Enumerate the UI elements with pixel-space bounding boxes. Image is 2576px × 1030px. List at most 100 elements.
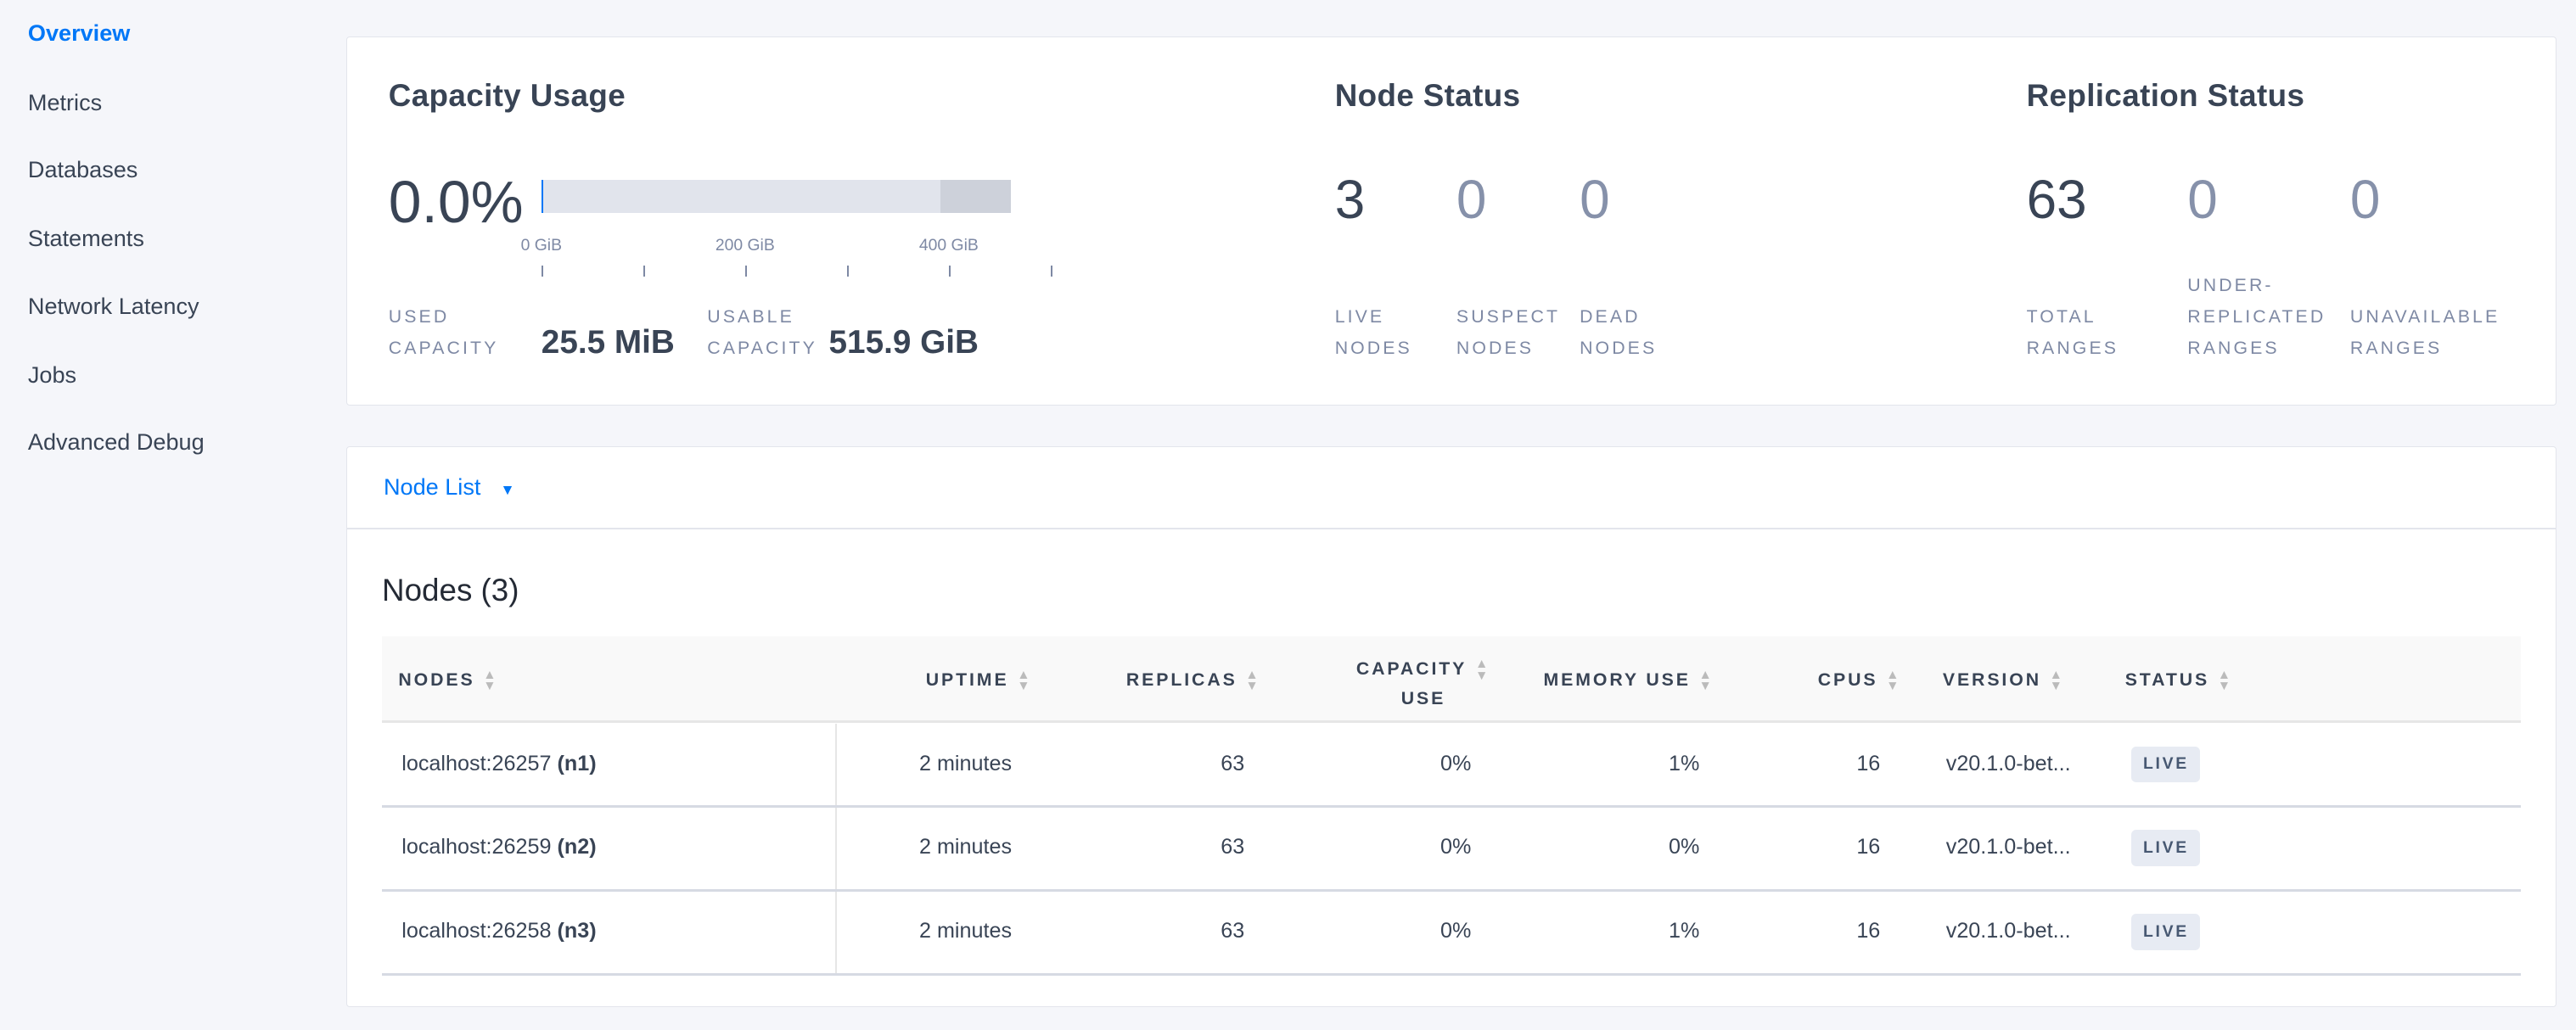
status-badge: LIVE: [2131, 914, 2201, 950]
sidebar-item-network-latency[interactable]: Network Latency: [27, 292, 199, 319]
sort-icon: ▲ ▼: [1474, 657, 1491, 683]
label-line: CAPACITY: [707, 337, 817, 358]
node-status-title: Node Status: [1334, 77, 1521, 113]
uptime-cell: 2 minutes: [918, 835, 1013, 859]
node-list-dropdown[interactable]: Node List ▼: [384, 473, 515, 501]
node-address-cell[interactable]: localhost:26257 (n1): [401, 752, 596, 776]
used-capacity-label: USED CAPACITY: [389, 301, 499, 364]
node-id: (n1): [557, 751, 597, 775]
memory-use-cell: 1%: [1669, 918, 1700, 943]
col-status[interactable]: Status ▲ ▼: [2124, 669, 2233, 693]
node-id: (n2): [557, 835, 597, 859]
node-list-card: Node List ▼ Nodes (3) Nodes ▲ ▼ Uptime ▲ ▼ R…: [346, 446, 2556, 1007]
col-uptime[interactable]: Uptime ▲ ▼: [925, 667, 1033, 694]
uptime-cell: 2 minutes: [918, 751, 1013, 775]
live-nodes-count: 3: [1334, 169, 1366, 231]
col-label: Status: [2124, 669, 2210, 690]
node-address-cell[interactable]: localhost:26259 (n2): [401, 835, 596, 859]
col-label: Memory Use: [1543, 669, 1691, 690]
column-divider: [835, 723, 838, 973]
unavailable-ranges-label: UNAVAILABLE RANGES: [2350, 301, 2500, 364]
col-memory-use[interactable]: Memory Use ▲ ▼: [1543, 667, 1715, 694]
col-version[interactable]: Version ▲ ▼: [1942, 669, 2065, 693]
tick-label: 0 GiB: [520, 235, 562, 255]
col-nodes[interactable]: Nodes ▲ ▼: [398, 669, 498, 693]
sort-icon: ▲ ▼: [1698, 667, 1715, 694]
used-capacity-value: 25.5 MiB: [541, 324, 675, 361]
label-line: NODES: [1334, 337, 1412, 358]
node-id: (n3): [557, 918, 597, 943]
status-badge: LIVE: [2131, 746, 2201, 783]
label-line: REPLICATED: [2187, 306, 2326, 327]
usable-capacity-label: USABLE CAPACITY: [707, 301, 817, 364]
node-address-cell[interactable]: localhost:26258 (n3): [401, 919, 596, 943]
col-label: Uptime: [925, 669, 1009, 690]
total-ranges-label: TOTAL RANGES: [2027, 301, 2119, 364]
tick: [744, 265, 747, 277]
sidebar-item-jobs[interactable]: Jobs: [27, 361, 77, 388]
col-capacity-use[interactable]: Capacity ▲ ▼ Use: [1356, 654, 1490, 714]
sidebar-item-metrics[interactable]: Metrics: [27, 88, 103, 115]
label-line: USABLE: [707, 306, 794, 327]
total-ranges-count: 63: [2026, 169, 2087, 231]
col-label: Version: [1942, 669, 2041, 690]
label-line: RANGES: [2349, 337, 2443, 358]
capacity-bar-reserved: [940, 179, 1012, 213]
label-line: UNDER-: [2187, 275, 2274, 296]
caret-down-icon: ▼: [500, 481, 515, 499]
live-nodes-label: LIVE NODES: [1335, 301, 1412, 364]
sidebar-item-statements[interactable]: Statements: [27, 225, 144, 252]
version-cell: v20.1.0-bet...: [1945, 918, 2071, 943]
status-badge: LIVE: [2131, 830, 2201, 866]
divider: [347, 528, 2556, 530]
dropdown-label: Node List: [383, 473, 481, 501]
sidebar-item-overview[interactable]: Overview: [27, 20, 131, 47]
tick-label: 200 GiB: [715, 235, 775, 255]
table-row[interactable]: localhost:26259 (n2) 2 minutes 63 0% 0% …: [382, 807, 2522, 893]
capacity-use-cell: 0%: [1440, 751, 1472, 775]
capacity-bar-fill: [541, 179, 543, 213]
suspect-nodes-label: SUSPECT NODES: [1456, 301, 1560, 364]
col-label: CPUs: [1817, 669, 1878, 690]
replicas-cell: 63: [1221, 751, 1245, 775]
node-address: localhost:26258: [401, 918, 552, 943]
sidebar-item-databases[interactable]: Databases: [27, 155, 138, 182]
col-replicas[interactable]: Replicas ▲ ▼: [1125, 669, 1261, 693]
tick: [541, 265, 543, 277]
node-address: localhost:26257: [401, 751, 552, 775]
label-line: TOTAL: [2026, 306, 2096, 327]
col-cpus[interactable]: CPUs ▲ ▼: [1817, 667, 1902, 694]
label-line: LIVE: [1334, 306, 1385, 327]
tick: [1050, 265, 1052, 277]
dead-nodes-label: DEAD NODES: [1580, 301, 1657, 364]
version-cell: v20.1.0-bet...: [1945, 751, 2071, 775]
sidebar-item-advanced-debug[interactable]: Advanced Debug: [27, 428, 205, 456]
tick: [948, 265, 951, 277]
capacity-title: Capacity Usage: [388, 77, 626, 113]
replicas-cell: 63: [1221, 835, 1245, 859]
node-address: localhost:26259: [401, 835, 552, 859]
nodes-title: Nodes (3): [382, 572, 519, 607]
usable-capacity-value: 515.9 GiB: [828, 324, 979, 361]
table-row[interactable]: localhost:26257 (n1) 2 minutes 63 0% 1% …: [382, 724, 2522, 809]
sort-icon: ▲ ▼: [1886, 667, 1902, 694]
label-line: NODES: [1580, 337, 1658, 358]
table-header: Nodes ▲ ▼ Uptime ▲ ▼ Replicas ▲ ▼ Capacity ▲ ▼ Us…: [382, 636, 2522, 723]
col-label: Nodes: [398, 669, 475, 690]
memory-use-cell: 1%: [1669, 751, 1700, 775]
capacity-use-cell: 0%: [1440, 835, 1472, 859]
capacity-bar: [541, 179, 1012, 213]
memory-use-cell: 0%: [1669, 835, 1700, 859]
suspect-nodes-count: 0: [1456, 169, 1487, 231]
tick-label: 400 GiB: [918, 235, 979, 255]
table-row[interactable]: localhost:26258 (n3) 2 minutes 63 0% 1% …: [382, 891, 2522, 976]
label-line: RANGES: [2026, 337, 2119, 358]
tick: [643, 265, 645, 277]
label-line: RANGES: [2187, 337, 2280, 358]
col-label: Replicas: [1125, 669, 1237, 690]
replicas-cell: 63: [1221, 918, 1245, 943]
col-label: Use: [1400, 688, 1446, 709]
under-replicated-label: UNDER- REPLICATED RANGES: [2187, 270, 2326, 363]
sort-icon: ▲ ▼: [1017, 667, 1033, 694]
